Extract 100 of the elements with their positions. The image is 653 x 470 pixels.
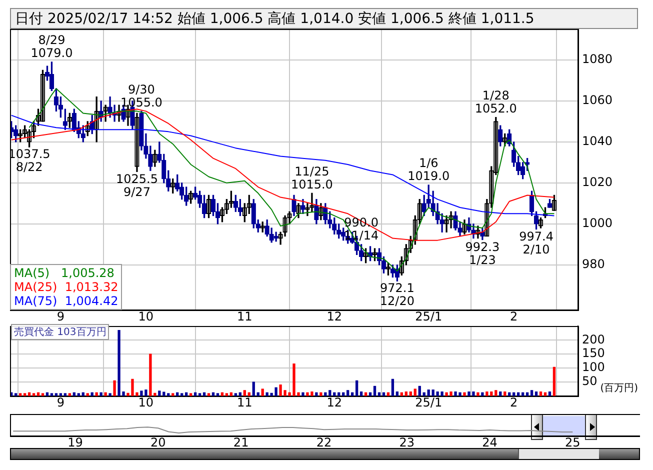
x-tick-label: 9 xyxy=(56,309,65,324)
y-tick-label: 1060 xyxy=(582,93,613,108)
y-tick-label: 1040 xyxy=(582,134,613,148)
bar xyxy=(59,393,62,396)
x-tick-label: 25 xyxy=(565,435,580,450)
annotation: 972.1 12/20 xyxy=(380,281,414,308)
bar xyxy=(414,388,416,396)
bar xyxy=(234,393,238,396)
bar xyxy=(90,392,94,396)
text: MA(5) 1,005.28 xyxy=(14,266,116,280)
x-tick-label: 21 xyxy=(233,435,249,450)
bar xyxy=(378,392,381,396)
chart-title: 売買代金 103百万円 xyxy=(11,324,110,340)
x-tick-label: 2 xyxy=(510,309,518,324)
bar xyxy=(512,392,516,396)
bar xyxy=(386,392,390,396)
bar xyxy=(176,392,179,396)
bar xyxy=(82,392,84,396)
bar xyxy=(418,386,421,396)
bar xyxy=(41,393,44,396)
annotation: 1/6 1019.0 xyxy=(408,156,450,184)
bar xyxy=(261,388,264,396)
bar xyxy=(346,390,350,396)
bar xyxy=(64,393,67,396)
bar xyxy=(212,392,215,396)
bar xyxy=(324,392,327,396)
bar xyxy=(302,392,304,396)
bar xyxy=(396,391,399,396)
bar xyxy=(364,392,368,396)
y-tick-label: 200 xyxy=(582,332,605,346)
annotation: 8/29 1079.0 xyxy=(30,33,73,60)
x-tick-label: 12 xyxy=(326,309,342,324)
bar xyxy=(36,392,40,396)
bar xyxy=(32,393,36,396)
bar xyxy=(548,391,552,396)
bar xyxy=(216,393,220,396)
bar xyxy=(382,392,386,396)
x-tick-label: 12 xyxy=(326,395,342,410)
bar xyxy=(72,392,76,396)
bar xyxy=(77,393,80,396)
bar xyxy=(14,393,18,396)
y-tick-label: 1000 xyxy=(582,216,613,230)
bar xyxy=(50,393,54,396)
bar xyxy=(194,392,197,396)
bar xyxy=(508,392,511,396)
bar xyxy=(534,391,538,396)
bar xyxy=(256,392,260,396)
bar xyxy=(104,392,107,396)
bar xyxy=(18,393,22,396)
text: MA(25) 1,013.32 xyxy=(14,280,118,294)
bar xyxy=(463,392,466,396)
bar xyxy=(108,393,112,396)
bar xyxy=(189,393,192,396)
y-tick-label: 1020 xyxy=(582,175,613,190)
x-tick-label: 22 xyxy=(316,435,332,450)
x-tick-label: 10 xyxy=(138,309,154,324)
bar xyxy=(23,393,26,396)
bar xyxy=(373,386,376,396)
bar xyxy=(198,393,202,396)
bar xyxy=(172,393,174,396)
bar xyxy=(54,393,58,396)
bar xyxy=(486,391,488,396)
bar xyxy=(113,380,116,396)
bar xyxy=(220,392,224,396)
bar xyxy=(409,391,412,396)
bar xyxy=(504,391,506,396)
bar xyxy=(342,392,345,396)
y-tick-label: 50 xyxy=(582,374,598,388)
bar xyxy=(494,390,498,396)
text: MA(75) 1,004.42 xyxy=(14,294,118,308)
bar xyxy=(517,392,520,396)
bar xyxy=(100,392,102,396)
x-tick-label: 9 xyxy=(56,395,65,410)
bar xyxy=(544,392,547,396)
x-tick-label: 24 xyxy=(482,435,498,450)
bar xyxy=(476,392,480,396)
bar xyxy=(526,392,529,396)
x-tick-label: 10 xyxy=(138,395,154,410)
bar xyxy=(427,390,430,396)
annotation: 11/25 1015.0 xyxy=(290,164,333,192)
bar xyxy=(238,392,242,396)
bar xyxy=(328,390,332,396)
bar xyxy=(230,392,233,396)
bar xyxy=(422,392,426,396)
bar xyxy=(499,391,502,396)
bar xyxy=(530,390,534,396)
x-tick-label: 19 xyxy=(68,435,83,450)
bar xyxy=(202,392,206,396)
bar xyxy=(225,393,228,396)
bar xyxy=(552,366,556,396)
x-tick-label: 23 xyxy=(399,435,414,450)
x-tick-label: 11 xyxy=(237,309,252,324)
bar xyxy=(391,378,394,396)
bar xyxy=(355,380,358,396)
bar xyxy=(86,393,89,396)
y-tick-label: 100 xyxy=(582,360,605,374)
bar xyxy=(521,392,524,396)
bar xyxy=(180,393,184,396)
y-tick-label: 150 xyxy=(582,346,605,360)
bar xyxy=(252,382,255,396)
